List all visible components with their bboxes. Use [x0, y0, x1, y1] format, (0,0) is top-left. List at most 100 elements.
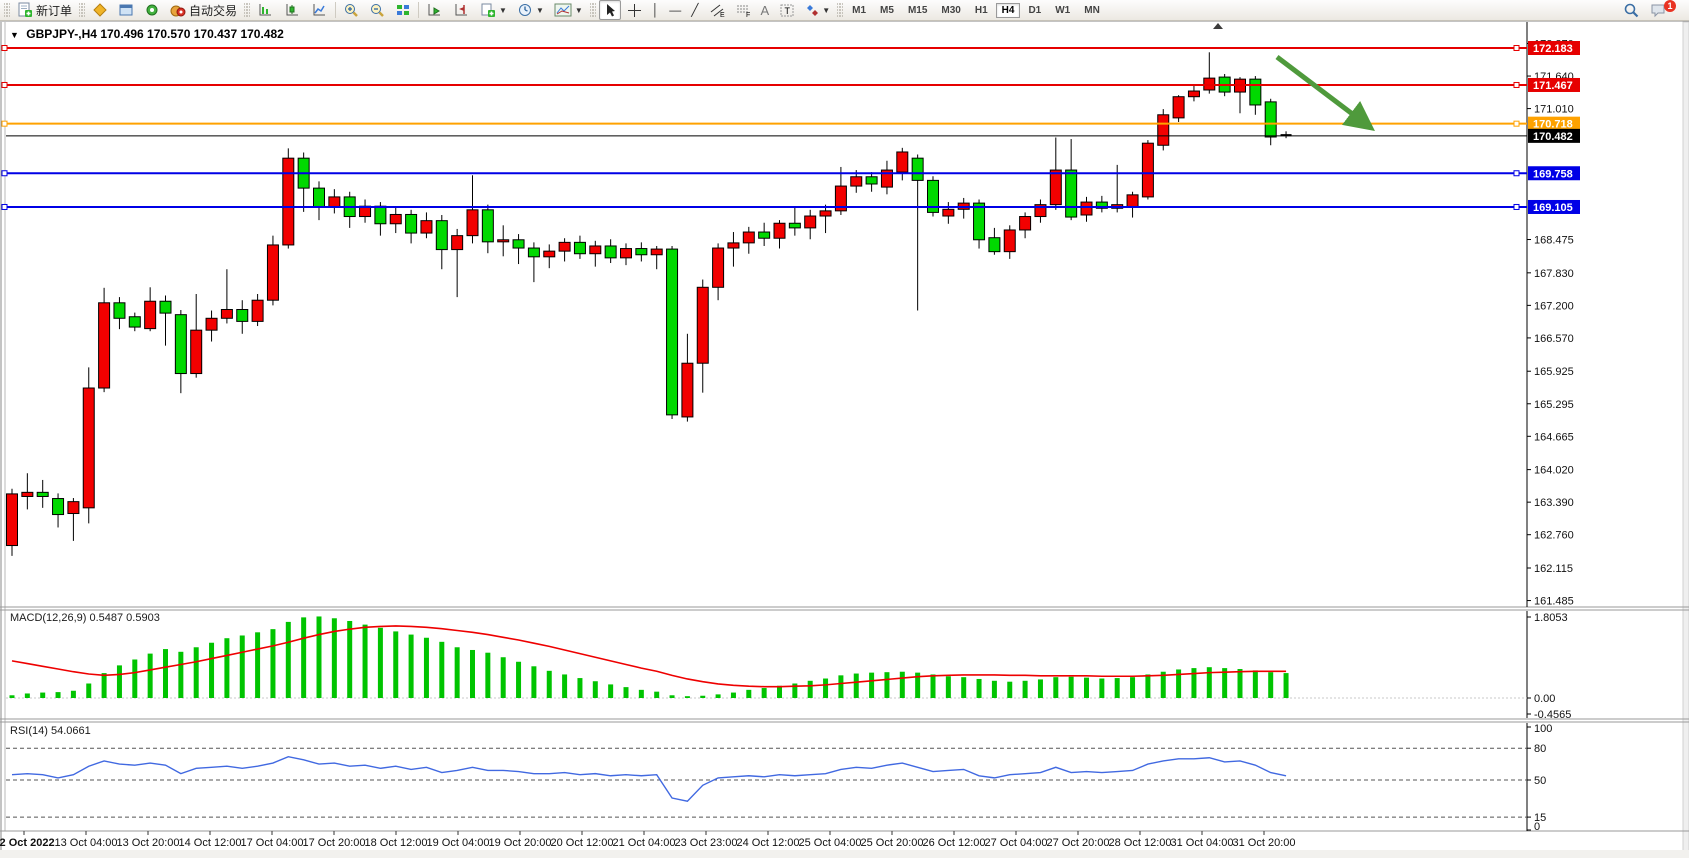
price-tick-label: 164.020: [1534, 465, 1574, 477]
svg-text:E: E: [720, 12, 725, 18]
candle-body: [927, 179, 939, 213]
svg-text:F: F: [746, 12, 750, 18]
candle-body: [328, 196, 341, 208]
down-arrow-annotation[interactable]: [1275, 55, 1375, 132]
macd-tick-label: 1.8053: [1534, 612, 1568, 624]
candle-body: [742, 231, 755, 244]
macd-histogram-bar: [638, 689, 644, 698]
candle-body: [635, 248, 648, 256]
period-dropdown[interactable]: ▼: [513, 0, 548, 20]
timeframe-m30-button[interactable]: M30: [941, 4, 961, 16]
candlestick-chart-button[interactable]: [280, 0, 305, 20]
macd-histogram-bar: [439, 641, 445, 698]
chart-window-bg: [0, 21, 1689, 858]
macd-histogram-bar: [976, 678, 982, 698]
template-icon: [554, 3, 572, 17]
new-order-button[interactable]: 新订单: [13, 0, 76, 20]
candle-body: [497, 239, 510, 243]
bar-chart-button[interactable]: [253, 0, 278, 20]
channel-tool-button[interactable]: E: [705, 0, 729, 20]
timeframe-w1-button[interactable]: W1: [1055, 4, 1071, 16]
time-tick-label: 26 Oct 12:00: [923, 837, 986, 849]
rsi-layer: 100 80 50 150: [6, 723, 1552, 833]
crosshair-tool-button[interactable]: [623, 0, 646, 20]
candle-body: [282, 157, 295, 246]
autotrading-button[interactable]: 自动交易: [166, 0, 241, 20]
horizontal-line-tool-button[interactable]: —: [665, 0, 685, 20]
rsi-panel-title: RSI(14) 54.0661: [10, 725, 91, 737]
toolbar-separator: [589, 2, 596, 18]
trendline-tool-button[interactable]: ╱: [687, 0, 702, 20]
macd-histogram-bar: [316, 616, 322, 698]
zoom-out-icon: [371, 4, 384, 17]
timeframe-h4-button[interactable]: H4: [995, 2, 1021, 18]
cursor-tool-button[interactable]: [598, 0, 621, 20]
fibonacci-tool-button[interactable]: F: [731, 0, 755, 20]
candle-body: [666, 248, 679, 416]
candle-body: [712, 247, 725, 288]
macd-histogram-bar: [255, 632, 261, 698]
timeframe-m1-button[interactable]: M1: [852, 4, 867, 16]
zoom-out-button[interactable]: [365, 0, 389, 20]
macd-histogram-bar: [347, 620, 353, 698]
search-button[interactable]: [1619, 0, 1644, 20]
candlestick-chart-icon: [286, 4, 299, 16]
candle-body: [620, 248, 632, 259]
vertical-line-tool-button[interactable]: │: [648, 0, 664, 20]
candle-body: [251, 299, 264, 322]
line-chart-button[interactable]: [307, 0, 332, 20]
macd-histogram-bar: [823, 678, 829, 698]
macd-histogram-bar: [899, 671, 905, 698]
market-watch-button[interactable]: [114, 0, 138, 20]
notifications-button[interactable]: 1: [1646, 0, 1686, 20]
line-anchor: [1, 45, 8, 51]
chart-shift-marker[interactable]: [1213, 23, 1223, 29]
macd-label: MACD(12,26,9): [10, 612, 87, 624]
timeframe-h1-button[interactable]: H1: [974, 4, 988, 16]
tile-windows-button[interactable]: [391, 0, 415, 20]
timeframe-m15-button[interactable]: M15: [907, 4, 928, 16]
clock-icon: [518, 4, 531, 16]
candle-body: [573, 241, 586, 255]
price-tick-label: 168.475: [1534, 235, 1574, 247]
macd-histogram-bar: [700, 695, 706, 698]
macd-histogram-bar: [715, 694, 721, 698]
zoom-in-button[interactable]: [339, 0, 363, 20]
macd-values: 0.5487 0.5903: [89, 612, 160, 624]
macd-histogram-bar: [485, 652, 491, 698]
macd-histogram-bar: [285, 621, 291, 698]
bar-chart-icon: [259, 4, 272, 16]
symbol-dropdown-icon[interactable]: ▼: [10, 30, 19, 40]
chart-symbol-period: GBPJPY-,H4: [26, 27, 97, 41]
indicator-list-button[interactable]: [88, 0, 112, 20]
chart-shift-button[interactable]: [449, 0, 474, 20]
price-badge: [1528, 41, 1580, 55]
auto-scroll-button[interactable]: [422, 0, 447, 20]
macd-panel-title: MACD(12,26,9) 0.5487 0.5903: [10, 612, 160, 624]
macd-histogram-bar: [1268, 672, 1274, 698]
label-tool-button[interactable]: T: [775, 0, 799, 20]
toolbar: 新订单 自动交易: [0, 0, 1689, 21]
macd-histogram-bar: [516, 661, 522, 698]
macd-histogram-bar: [730, 692, 736, 698]
signals-button[interactable]: [140, 0, 164, 20]
price-tick-label: 164.665: [1534, 431, 1574, 443]
arrows-tool-dropdown[interactable]: ▼: [801, 0, 834, 20]
vertical-line-icon: │: [651, 3, 660, 17]
timeframe-d1-button[interactable]: D1: [1028, 4, 1042, 16]
zoom-in-icon: [345, 4, 358, 17]
macd-histogram-bar: [945, 676, 951, 698]
rsi-label: RSI(14): [10, 725, 48, 737]
candle-body: [82, 387, 95, 509]
macd-histogram-bar: [101, 673, 107, 698]
macd-histogram-bar: [423, 637, 429, 698]
new-chart-dropdown[interactable]: ▼: [476, 0, 511, 20]
time-tick-label: 25 Oct 20:00: [861, 837, 924, 849]
timeframe-m5-button[interactable]: M5: [880, 4, 894, 16]
templates-dropdown[interactable]: ▼: [550, 0, 587, 20]
text-tool-button[interactable]: A: [757, 0, 774, 20]
timeframe-mn-button[interactable]: MN: [1084, 4, 1100, 16]
toolbar-drag-handle[interactable]: [4, 2, 10, 18]
